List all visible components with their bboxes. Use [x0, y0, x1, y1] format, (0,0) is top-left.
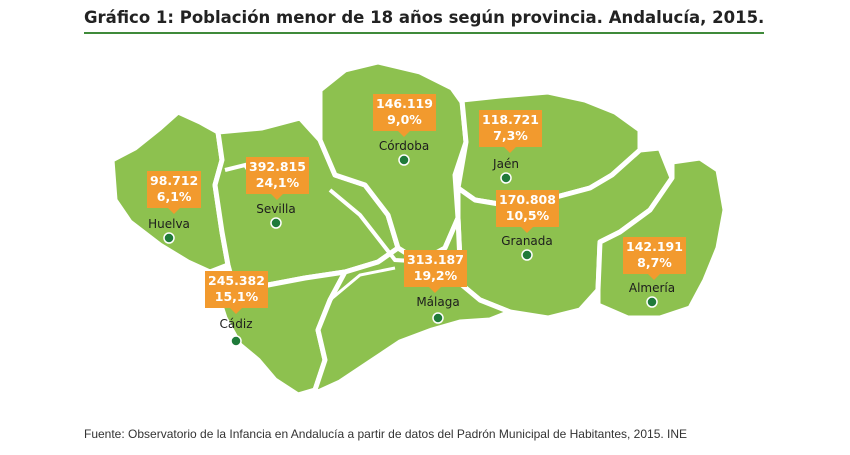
percent-almeria: 8,7%	[637, 255, 672, 270]
city-label-granada: Granada	[501, 234, 553, 248]
callout-jaen: 118.721 7,3%	[479, 110, 542, 153]
callout-huelva: 98.712 6,1%	[147, 171, 202, 214]
city-label-jaen: Jaén	[493, 157, 519, 171]
value-cordoba: 146.119	[376, 96, 433, 111]
city-dot-cádiz	[230, 335, 242, 347]
value-cadiz: 245.382	[208, 273, 265, 288]
percent-jaen: 7,3%	[493, 128, 528, 143]
city-label-almeria: Almería	[628, 281, 676, 295]
title-divider	[84, 32, 764, 34]
city-label-huelva: Huelva	[148, 217, 190, 231]
value-jaen: 118.721	[482, 112, 539, 127]
city-dot-almería	[646, 296, 658, 308]
source-note: Fuente: Observatorio de la Infancia en A…	[84, 427, 688, 441]
value-almeria: 142.191	[626, 239, 683, 254]
callout-cordoba: 146.119 9,0%	[373, 94, 436, 137]
percent-cordoba: 9,0%	[387, 112, 422, 127]
percent-granada: 10,5%	[505, 208, 550, 223]
percent-sevilla: 24,1%	[255, 175, 300, 190]
city-dot-málaga	[432, 312, 444, 324]
value-huelva: 98.712	[150, 173, 199, 188]
chart-title: Gráfico 1: Población menor de 18 años se…	[84, 8, 765, 27]
callout-sevilla: 392.815 24,1%	[246, 157, 309, 200]
callout-almeria: 142.191 8,7%	[623, 237, 686, 280]
city-dot-granada	[521, 249, 533, 261]
river-line	[329, 266, 396, 302]
city-dot-córdoba	[398, 154, 410, 166]
value-granada: 170.808	[499, 192, 556, 207]
city-label-sevilla: Sevilla	[256, 202, 296, 216]
city-label-cordoba: Córdoba	[378, 139, 430, 153]
callout-malaga: 313.187 19,2%	[404, 250, 467, 293]
callout-granada: 170.808 10,5%	[496, 190, 559, 233]
city-dot-sevilla	[270, 217, 282, 229]
percent-malaga: 19,2%	[413, 268, 458, 283]
city-dot-huelva	[163, 232, 175, 244]
city-label-cadiz: Cádiz	[219, 317, 253, 331]
percent-cadiz: 15,1%	[214, 289, 259, 304]
value-malaga: 313.187	[407, 252, 464, 267]
city-label-malaga: Málaga	[416, 295, 460, 309]
percent-huelva: 6,1%	[156, 189, 192, 204]
callout-cadiz: 245.382 15,1%	[205, 271, 268, 314]
value-sevilla: 392.815	[249, 159, 306, 174]
city-dot-jaén	[500, 172, 512, 184]
